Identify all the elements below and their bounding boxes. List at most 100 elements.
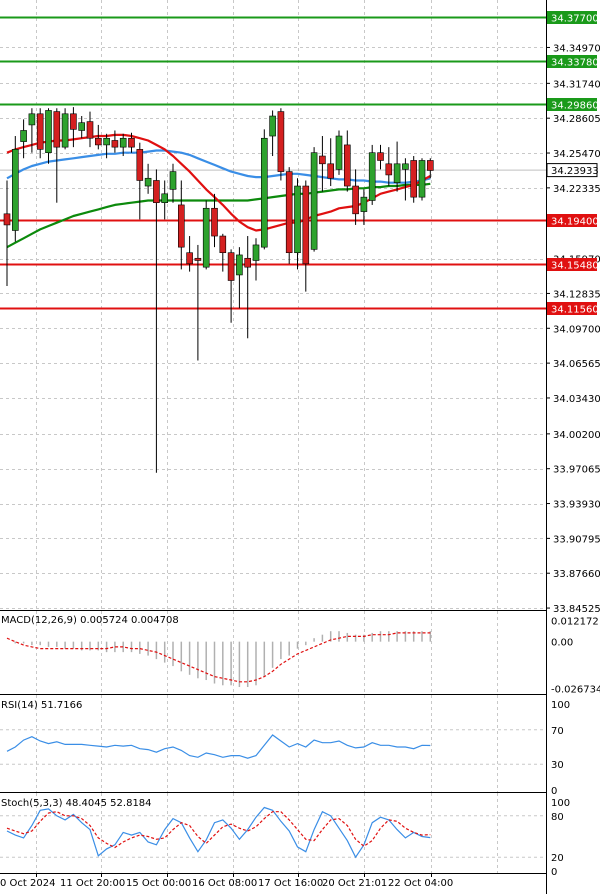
candle-body xyxy=(12,149,19,231)
stoch-tick-label: 0 xyxy=(551,867,557,878)
price-level-tags: 34.37700 34.33780 34.29860 34.19400 34.15480… xyxy=(547,11,599,316)
stoch-title: Stoch(5,3,3) 48.4045 52.8184 xyxy=(1,798,152,809)
candle-body xyxy=(269,115,276,137)
candle-body xyxy=(227,252,235,281)
candle-body xyxy=(45,110,52,153)
candle-body xyxy=(294,185,301,254)
price-tick-label: 34.25470 xyxy=(553,149,600,160)
ma-fast-line xyxy=(6,133,431,232)
stoch-tick-label: 20 xyxy=(551,853,564,864)
candle-body xyxy=(153,180,160,204)
candle-body xyxy=(352,185,359,215)
candle-body xyxy=(236,254,243,276)
candle-body xyxy=(178,204,185,248)
ma-mid-line xyxy=(6,149,431,184)
macd-tick-label: 0.00 xyxy=(551,638,573,649)
candle-body xyxy=(410,160,418,198)
candle-body xyxy=(310,152,318,250)
rsi-tick-label: 70 xyxy=(551,726,564,737)
candle-body xyxy=(418,160,426,198)
price-axis: 34.34970 34.31740 34.28605 34.25470 34.22335… xyxy=(546,43,600,615)
price-level-label: 34.29860 xyxy=(551,101,599,112)
candle-body xyxy=(377,152,384,161)
time-tick-label: 20 Oct 21:01 xyxy=(322,878,387,889)
candle-body xyxy=(277,111,285,172)
price-tick-label: 34.28605 xyxy=(553,114,600,125)
macd-title: MACD(12,26,9) 0.005724 0.004708 xyxy=(1,615,179,626)
price-level-box xyxy=(547,214,597,227)
candle-body xyxy=(20,130,27,142)
candle-body xyxy=(86,121,94,139)
candle-body xyxy=(335,135,343,170)
stoch-tick-label: 80 xyxy=(551,812,564,823)
candle-body xyxy=(169,171,177,190)
panel-borders xyxy=(0,0,547,894)
time-tick-label: 0 Oct 2024 xyxy=(0,878,55,889)
stoch-signal-line xyxy=(6,811,431,849)
candle-body xyxy=(111,140,119,148)
candle-body xyxy=(95,137,102,146)
candle-body xyxy=(285,171,293,254)
chart-grid xyxy=(0,0,546,873)
price-level-box xyxy=(547,302,597,315)
candle-body xyxy=(393,163,401,183)
candle-body xyxy=(61,113,69,148)
candle-body xyxy=(402,163,409,170)
candle-body xyxy=(302,185,310,265)
candle-body xyxy=(144,177,152,187)
macd-tick-label: 0.012172 xyxy=(551,616,599,627)
price-level-label: 34.11560 xyxy=(551,305,599,316)
price-level-label: 34.33780 xyxy=(551,58,599,69)
candle-body xyxy=(219,235,227,254)
price-level-box xyxy=(547,11,597,24)
candle-body xyxy=(368,152,376,201)
rsi-line xyxy=(6,734,431,759)
candle-body xyxy=(161,193,168,204)
candle-body xyxy=(128,137,135,148)
time-tick-label: 11 Oct 20:00 xyxy=(60,878,125,889)
price-level-label: 34.37700 xyxy=(551,14,599,25)
time-axis: 0 Oct 2024 11 Oct 20:00 15 Oct 00:00 16 Oct… xyxy=(0,873,453,889)
candle-body xyxy=(3,213,11,226)
ma-slow-line xyxy=(6,182,431,249)
candle-body xyxy=(244,257,251,268)
price-tick-label: 34.03430 xyxy=(553,394,600,405)
rsi-panel: RSI(14) 51.7166 100 70 30 0 xyxy=(0,700,570,797)
price-tick-label: 34.31740 xyxy=(553,79,600,90)
price-level-box xyxy=(547,98,597,111)
candle-body xyxy=(28,113,36,126)
candle-body xyxy=(194,257,202,261)
price-tick-label: 34.12835 xyxy=(553,289,600,300)
rsi-tick-label: 0 xyxy=(551,786,557,797)
candle-body xyxy=(211,207,218,237)
candle-body xyxy=(36,113,44,150)
macd-tick-label: -0.026734 xyxy=(551,684,600,695)
candle-body xyxy=(186,252,193,265)
rsi-title: RSI(14) 51.7166 xyxy=(1,700,82,711)
candle-body xyxy=(252,244,260,261)
candle-body xyxy=(53,111,61,148)
candle-body xyxy=(119,137,127,148)
stoch-main-line xyxy=(6,806,431,859)
time-tick-label: 22 Oct 04:00 xyxy=(388,878,453,889)
price-tick-label: 34.06565 xyxy=(553,359,600,370)
price-tick-label: 34.09700 xyxy=(553,324,600,335)
price-tick-label: 34.22335 xyxy=(553,184,600,195)
candle-body xyxy=(385,163,393,176)
rsi-tick-label: 30 xyxy=(551,760,564,771)
candle-body xyxy=(136,149,144,181)
price-tick-label: 34.00200 xyxy=(553,430,600,441)
rsi-tick-label: 100 xyxy=(551,700,570,711)
candle-body xyxy=(103,137,110,146)
current-price-label: 34.23933 xyxy=(551,166,599,177)
candlesticks xyxy=(3,107,434,473)
price-tick-label: 33.87660 xyxy=(553,569,600,580)
candle-body xyxy=(319,155,326,165)
candle-body xyxy=(260,137,268,248)
time-tick-label: 16 Oct 08:00 xyxy=(192,878,257,889)
price-tick-label: 33.93930 xyxy=(553,500,600,511)
stoch-panel: Stoch(5,3,3) 48.4045 52.8184 100 80 20 0 xyxy=(0,798,570,878)
macd-panel: MACD(12,26,9) 0.005724 0.004708 0.012172… xyxy=(1,615,600,695)
price-level-label: 34.15480 xyxy=(551,261,599,272)
